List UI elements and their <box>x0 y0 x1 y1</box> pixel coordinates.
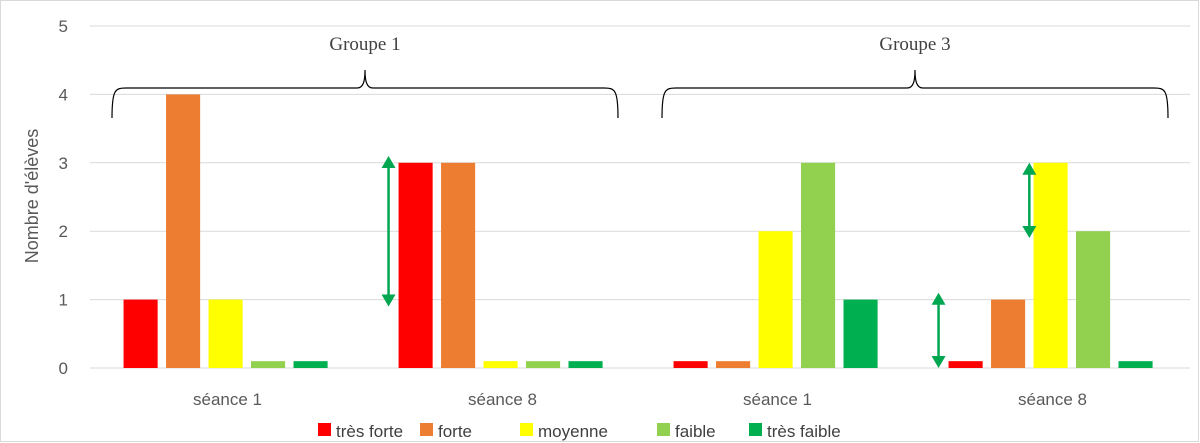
x-tick-label: séance 1 <box>743 390 812 409</box>
y-axis-label: Nombre d'élèves <box>22 129 42 264</box>
bar <box>441 162 476 368</box>
x-tick-label: séance 8 <box>468 390 537 409</box>
legend-swatch <box>749 423 762 436</box>
bar <box>801 162 836 368</box>
bar <box>843 299 878 368</box>
y-tick-label: 5 <box>59 17 68 36</box>
double-arrow <box>1022 162 1037 239</box>
legend-label: très forte <box>336 422 403 441</box>
y-tick-label: 0 <box>59 359 68 378</box>
x-tick-label: séance 1 <box>193 390 262 409</box>
bar <box>526 361 561 368</box>
x-tick-label: séance 8 <box>1018 390 1087 409</box>
legend-swatch <box>657 423 670 436</box>
legend-label: très faible <box>767 422 841 441</box>
y-tick-label: 1 <box>59 291 68 310</box>
legend-swatch <box>420 423 433 436</box>
bar <box>1033 162 1068 368</box>
bar <box>483 361 518 368</box>
bar <box>208 299 243 368</box>
group-label: Groupe 3 <box>879 34 950 55</box>
legend-swatch <box>520 423 533 436</box>
group-braces: Groupe 1 Groupe 3 <box>111 34 1169 119</box>
group-brace <box>111 69 619 119</box>
bar <box>1118 361 1153 368</box>
y-axis-ticks: 0 1 2 3 4 5 <box>59 17 68 378</box>
group-brace <box>661 69 1169 119</box>
bar <box>166 94 201 369</box>
bars <box>123 94 1153 369</box>
bar <box>716 361 751 368</box>
bar <box>758 231 793 368</box>
double-arrow <box>381 155 396 307</box>
x-axis-ticks: séance 1 séance 8 séance 1 séance 8 <box>193 390 1087 409</box>
legend-label: moyenne <box>538 422 608 441</box>
bar <box>991 299 1026 368</box>
bar <box>568 361 603 368</box>
bar <box>1076 231 1111 368</box>
legend-swatch <box>318 423 331 436</box>
y-tick-label: 2 <box>59 222 68 241</box>
bar <box>123 299 158 368</box>
legend: très forte forte moyenne faible très faible <box>318 422 841 441</box>
legend-label: faible <box>675 422 716 441</box>
bar <box>251 361 286 368</box>
legend-label: forte <box>438 422 472 441</box>
group-label: Groupe 1 <box>329 34 400 55</box>
bar <box>293 361 328 368</box>
bar <box>398 162 433 368</box>
bar <box>673 361 708 368</box>
y-tick-label: 4 <box>59 85 68 104</box>
annotation-arrows <box>381 155 1037 368</box>
bar <box>948 361 983 368</box>
y-tick-label: 3 <box>59 154 68 173</box>
double-arrow <box>931 292 946 368</box>
